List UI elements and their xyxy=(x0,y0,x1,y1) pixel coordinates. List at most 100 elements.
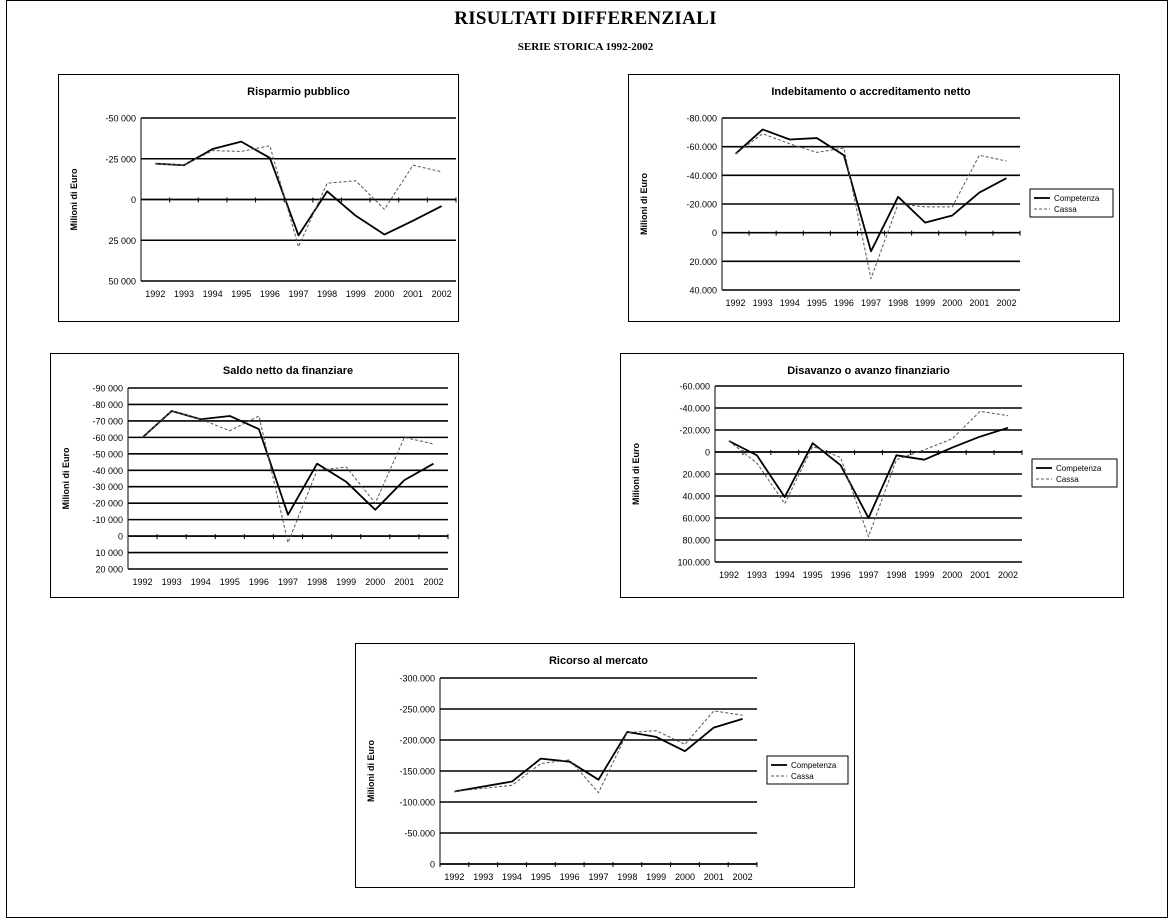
x-tick-label: 1992 xyxy=(444,872,464,882)
y-tick-label: -40.000 xyxy=(686,171,717,181)
y-tick-label: -20.000 xyxy=(679,426,710,436)
x-tick-label: 1994 xyxy=(502,872,522,882)
y-tick-label: -150.000 xyxy=(399,767,435,777)
x-tick-label: 2000 xyxy=(675,872,695,882)
chart-svg: Indebitamento o accreditamento netto -80.… xyxy=(639,86,1114,308)
chart-risparmio-pubblico: Risparmio pubblico -50 000 -25 000 0 25 000 5… xyxy=(58,74,459,322)
x-tick-label: 1997 xyxy=(588,872,608,882)
chart-svg: Ricorso al mercato -300.000 -250.000 -200.0… xyxy=(366,655,849,882)
x-tick-label: 1997 xyxy=(288,289,308,299)
x-tick-label: 1999 xyxy=(914,570,934,580)
y-tick-label: -20.000 xyxy=(686,200,717,210)
series-line-cassa xyxy=(155,145,442,248)
y-tick-label: -80.000 xyxy=(686,114,717,124)
x-tick-label: 1997 xyxy=(858,570,878,580)
x-tick-label: 1998 xyxy=(617,872,637,882)
page-title: RISULTATI DIFFERENZIALI xyxy=(454,8,717,29)
y-tick-label: -100.000 xyxy=(399,798,435,808)
x-tick-label: 2000 xyxy=(942,298,962,308)
legend-label: Cassa xyxy=(791,772,814,781)
chart-title: Indebitamento o accreditamento netto xyxy=(771,86,971,98)
y-tick-label: -200.000 xyxy=(399,736,435,746)
y-tick-label: 20 000 xyxy=(95,565,123,575)
x-tick-label: 1999 xyxy=(346,289,366,299)
x-tick-label: 2000 xyxy=(942,570,962,580)
x-tick-label: 2001 xyxy=(969,298,989,308)
legend xyxy=(1031,458,1118,488)
x-tick-label: 1999 xyxy=(646,872,666,882)
x-tick-label: 1993 xyxy=(174,289,194,299)
x-tick-label: 1995 xyxy=(231,289,251,299)
x-tick-label: 1995 xyxy=(531,872,551,882)
y-tick-label: -40 000 xyxy=(92,466,123,476)
series-line-cassa xyxy=(735,133,1007,280)
chart-svg: Saldo netto da finanziare -90 000 -80 000 -… xyxy=(61,365,449,587)
y-tick-label: 0 xyxy=(118,532,123,542)
y-tick-label: 10 000 xyxy=(95,548,123,558)
legend-label: Competenza xyxy=(1056,464,1102,473)
y-tick-label: -60 000 xyxy=(92,433,123,443)
y-tick-label: -30 000 xyxy=(92,482,123,492)
x-tick-label: 1993 xyxy=(473,872,493,882)
page-frame xyxy=(6,0,1168,918)
y-axis-label: Milioni di Euro xyxy=(61,447,71,509)
x-tick-label: 2000 xyxy=(374,289,394,299)
y-tick-label: 60.000 xyxy=(682,514,710,524)
y-tick-label: 80.000 xyxy=(682,536,710,546)
x-tick-label: 1997 xyxy=(278,577,298,587)
y-tick-label: -60.000 xyxy=(686,142,717,152)
y-tick-label: 0 xyxy=(705,448,710,458)
x-tick-label: 2001 xyxy=(970,570,990,580)
y-tick-label: -250.000 xyxy=(399,705,435,715)
y-tick-label: -70 000 xyxy=(92,416,123,426)
y-tick-label: 20.000 xyxy=(682,470,710,480)
y-tick-label: 100.000 xyxy=(677,558,710,568)
x-tick-label: 1994 xyxy=(203,289,223,299)
chart-indebitamento: Indebitamento o accreditamento netto -80.… xyxy=(628,74,1120,322)
page-subtitle: SERIE STORICA 1992-2002 xyxy=(517,41,654,53)
y-tick-label: 0 xyxy=(131,195,136,205)
series-line-cassa xyxy=(142,410,434,544)
y-tick-label: -25 000 xyxy=(105,154,136,164)
x-tick-label: 1992 xyxy=(145,289,165,299)
series-line-cassa xyxy=(728,410,1009,538)
legend xyxy=(1029,188,1114,218)
x-tick-label: 1994 xyxy=(191,577,211,587)
x-tick-label: 1993 xyxy=(747,570,767,580)
x-tick-label: 1995 xyxy=(220,577,240,587)
y-tick-label: -50.000 xyxy=(404,829,435,839)
y-tick-label: -20 000 xyxy=(92,499,123,509)
y-axis-label: Milioni di Euro xyxy=(69,168,79,230)
y-tick-label: 0 xyxy=(712,228,717,238)
chart-title: Ricorso al mercato xyxy=(549,655,648,667)
x-tick-label: 1992 xyxy=(726,298,746,308)
series-line-cassa xyxy=(454,710,743,794)
y-axis-label: Milioni di Euro xyxy=(631,443,641,505)
x-tick-label: 1996 xyxy=(560,872,580,882)
x-tick-label: 2002 xyxy=(733,872,753,882)
y-tick-label: -40.000 xyxy=(679,404,710,414)
y-tick-label: 20.000 xyxy=(689,257,717,267)
chart-saldo-netto: Saldo netto da finanziare -90 000 -80 000 -… xyxy=(50,353,459,598)
y-axis-label: Milioni di Euro xyxy=(366,740,376,802)
legend-label: Competenza xyxy=(791,761,837,770)
x-tick-label: 2002 xyxy=(432,289,452,299)
y-tick-label: -10 000 xyxy=(92,515,123,525)
chart-svg: Risparmio pubblico -50 000 -25 000 0 25 000 5… xyxy=(69,86,457,299)
x-tick-label: 1997 xyxy=(861,298,881,308)
series-line-competenza xyxy=(454,718,743,793)
chart-disavanzo: Disavanzo o avanzo finanziario -60.000 -40… xyxy=(620,353,1124,598)
x-tick-label: 1992 xyxy=(133,577,153,587)
x-tick-label: 1993 xyxy=(753,298,773,308)
legend-label: Cassa xyxy=(1056,475,1079,484)
x-tick-label: 1998 xyxy=(888,298,908,308)
legend-label: Competenza xyxy=(1054,194,1100,203)
y-tick-label: 0 xyxy=(430,860,435,870)
y-tick-label: 40.000 xyxy=(689,286,717,296)
legend-label: Cassa xyxy=(1054,205,1077,214)
chart-title: Saldo netto da finanziare xyxy=(223,365,353,377)
series-line-competenza xyxy=(155,140,443,237)
x-tick-label: 1992 xyxy=(719,570,739,580)
x-tick-label: 1999 xyxy=(915,298,935,308)
chart-ricorso-mercato: Ricorso al mercato -300.000 -250.000 -200.0… xyxy=(355,643,855,888)
